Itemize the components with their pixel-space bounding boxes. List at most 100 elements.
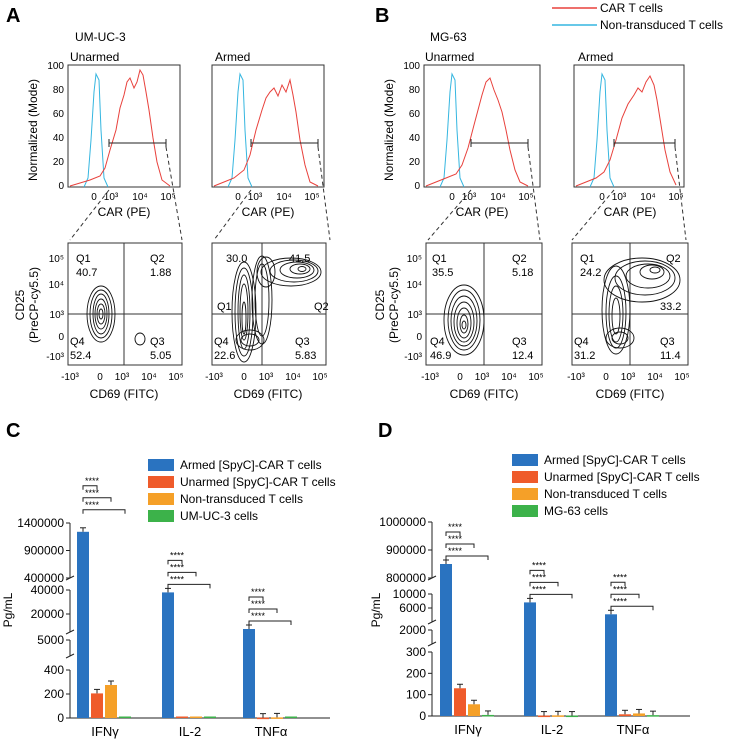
xtick: 10⁴ xyxy=(501,372,516,383)
significance-stars: **** xyxy=(613,584,628,594)
y-tick-label: 900000 xyxy=(386,543,426,557)
xtick: 10⁴ xyxy=(276,192,291,203)
q-value: 31.2 xyxy=(574,350,595,362)
xtick: 10⁵ xyxy=(304,192,319,203)
xtick: 0 xyxy=(97,372,103,383)
hist-xlabel-b-unarmed: CAR (PE) xyxy=(456,205,509,219)
ytick: 100 xyxy=(47,61,64,72)
legend-label: MG-63 cells xyxy=(544,504,608,518)
hist-xlabel-b-armed: CAR (PE) xyxy=(604,205,657,219)
flow-plot-b-armed xyxy=(571,242,689,366)
bar-0-1 xyxy=(454,688,466,716)
legend-label: Non-transduced T cells xyxy=(544,487,667,501)
flow-ylabel-b-2: (PreCP-cy5.5) xyxy=(387,267,401,343)
flow-yticks-a: 10⁵ 10⁴ 10³ 0 -10³ xyxy=(46,254,64,363)
bar-0-3 xyxy=(119,716,131,718)
contours xyxy=(443,284,485,356)
y-tick-label: 1400000 xyxy=(17,516,64,530)
histogram-b-armed xyxy=(573,64,685,188)
y-tick-label: 300 xyxy=(406,645,426,659)
q-value: 35.5 xyxy=(432,267,453,279)
armed-label-b: Armed xyxy=(578,50,613,64)
xtick: 0 xyxy=(457,372,463,383)
hist-xticks-b-unarmed: 0 10³ 10⁴ 10⁵ xyxy=(449,192,533,203)
xtick: 10³ xyxy=(612,192,627,203)
bar-2-3 xyxy=(647,715,659,717)
q-label: Q4 xyxy=(430,336,445,348)
y-tick-label: 400 xyxy=(44,663,64,677)
significance-bracket xyxy=(445,555,489,560)
q-value: 40.7 xyxy=(76,267,97,279)
flow-plot-b-unarmed xyxy=(425,242,543,366)
significance-bracket xyxy=(248,608,278,613)
legend-label: UM-UC-3 cells xyxy=(180,509,258,523)
panel-label-c: C xyxy=(6,420,20,442)
panel-label-d: D xyxy=(378,420,392,442)
legend-label: Armed [SpyC]-CAR T cells xyxy=(180,458,322,472)
xtick: 10³ xyxy=(259,372,274,383)
significance-bracket xyxy=(610,605,654,611)
y-axis-label: Pg/mL xyxy=(369,592,383,627)
xtick: 10⁴ xyxy=(141,372,156,383)
ytick: -10³ xyxy=(404,352,422,363)
significance-bracket xyxy=(610,581,626,587)
x-category-label: IFNγ xyxy=(91,724,119,739)
significance-bracket xyxy=(82,509,126,514)
xtick: 0 xyxy=(241,372,247,383)
armed-label-a: Armed xyxy=(215,50,250,64)
histogram-a-unarmed xyxy=(67,64,181,188)
legend-label: Unarmed [SpyC]-CAR T cells xyxy=(180,475,336,489)
axis-break-mark xyxy=(65,629,75,635)
nontrans-curve xyxy=(589,72,615,188)
contours xyxy=(86,285,146,346)
q-label: Q3 xyxy=(295,336,310,348)
flow-xlabel-b-unarmed: CD69 (FITC) xyxy=(450,387,519,401)
xtick: -10³ xyxy=(61,372,79,383)
bar-2-3 xyxy=(285,716,297,718)
car-curve xyxy=(69,68,171,187)
xtick: 10⁵ xyxy=(312,372,327,383)
hist-xticks-a-armed: 0 10³ 10⁴ 10⁵ xyxy=(235,192,319,203)
car-curve xyxy=(575,74,677,187)
ytick: 60 xyxy=(53,109,65,120)
q-value: 24.2 xyxy=(580,267,601,279)
ytick: 10⁴ xyxy=(49,280,64,291)
flow-ylabel-b-1: CD25 xyxy=(373,289,387,320)
bar-1-3 xyxy=(566,715,578,718)
q-value: 52.4 xyxy=(70,350,91,362)
bar-2-1 xyxy=(257,717,269,720)
y-tick-label: 2000 xyxy=(399,623,426,637)
significance-bracket xyxy=(529,581,559,587)
ytick: 60 xyxy=(409,109,421,120)
significance-bracket xyxy=(529,569,545,575)
legend-swatch xyxy=(512,471,538,483)
y-tick-label: 100 xyxy=(406,688,426,702)
significance-stars: **** xyxy=(532,560,547,570)
xtick: 10⁴ xyxy=(132,192,147,203)
significance-bracket xyxy=(167,571,197,577)
q-value: 30.0 xyxy=(226,253,247,265)
xtick: 0 xyxy=(599,192,605,203)
contours xyxy=(231,255,322,363)
nontrans-curve xyxy=(83,72,109,188)
quad-labels-b-unarmed: Q1 35.5 Q2 5.18 Q3 12.4 Q4 46.9 xyxy=(430,253,533,362)
panel-label-b: B xyxy=(375,5,389,27)
hist-ylabel-b: Normalized (Mode) xyxy=(382,79,396,181)
xtick: 0 xyxy=(603,372,609,383)
flow-plot-a-unarmed xyxy=(67,242,183,366)
xtick: 10⁴ xyxy=(285,372,300,383)
xtick: 10⁵ xyxy=(674,372,689,383)
q-value: 46.9 xyxy=(430,350,451,362)
significance-stars: **** xyxy=(448,534,463,544)
ytick: 40 xyxy=(409,133,421,144)
y-tick-label: 200 xyxy=(44,687,64,701)
xtick: 10³ xyxy=(475,372,490,383)
xtick: 10⁵ xyxy=(528,372,543,383)
bar-1-1 xyxy=(538,715,550,718)
legend-car-label: CAR T cells xyxy=(600,1,663,15)
y-tick-label: 0 xyxy=(419,709,426,723)
y-tick-label: 1000000 xyxy=(379,515,426,529)
significance-stars: **** xyxy=(170,550,185,560)
bar-1-0 xyxy=(162,592,174,718)
